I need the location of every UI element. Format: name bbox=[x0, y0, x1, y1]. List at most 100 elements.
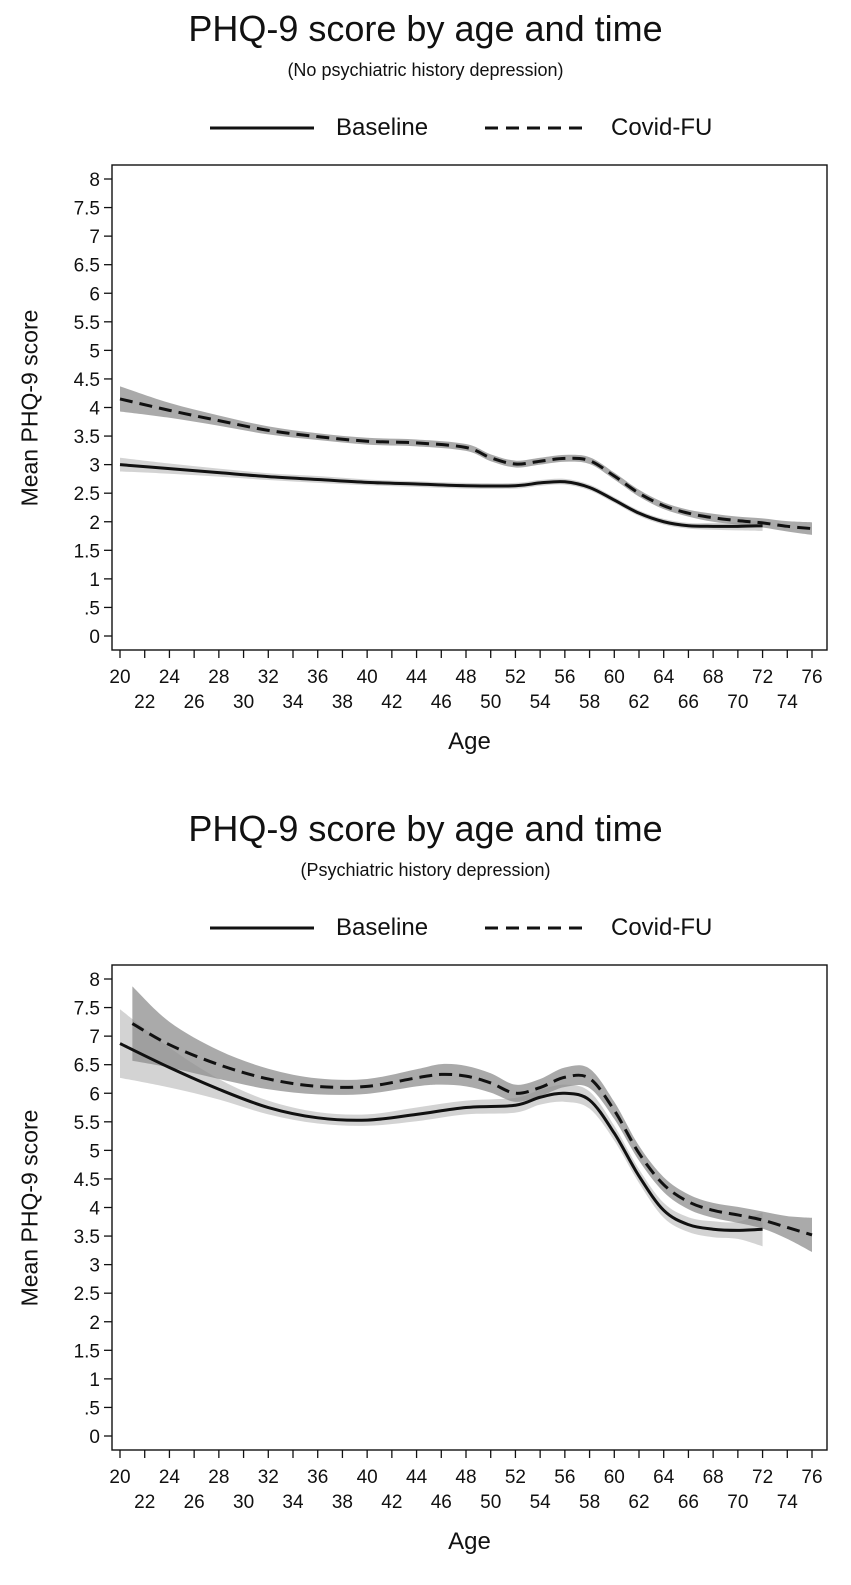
chart-subtitle: (No psychiatric history depression) bbox=[287, 60, 564, 80]
x-tick-label: 74 bbox=[777, 692, 799, 713]
x-tick-label: 38 bbox=[332, 692, 353, 713]
x-axis-label: Age bbox=[448, 1528, 491, 1555]
y-tick-label: 5 bbox=[89, 341, 100, 362]
x-tick-label: 68 bbox=[703, 667, 724, 688]
x-tick-label: 24 bbox=[159, 667, 181, 688]
y-tick-label: 6 bbox=[89, 284, 100, 305]
x-tick-label: 60 bbox=[604, 1467, 625, 1488]
y-tick-label: 7 bbox=[89, 227, 100, 248]
x-tick-label: 52 bbox=[505, 1467, 526, 1488]
plot-area: 0 .5 1 1.5 2 2.5 3 3.5 4 4.5 5 5.5 6 6.5 7 7.5 8 20 24 28 32… bbox=[74, 164, 828, 713]
y-tick-label: 1.5 bbox=[74, 541, 100, 562]
legend: Baseline Covid-FU bbox=[0, 908, 851, 948]
y-tick-label: 5 bbox=[89, 1141, 100, 1162]
series-line-covid-fu bbox=[119, 397, 813, 531]
x-tick-label: 66 bbox=[678, 1492, 699, 1513]
x-tick-label: 34 bbox=[282, 692, 304, 713]
x-tick-label: 54 bbox=[530, 1492, 552, 1513]
x-tick-label: 70 bbox=[727, 692, 748, 713]
y-tick-label: 6.5 bbox=[74, 1056, 100, 1077]
y-tick-label: 1 bbox=[89, 570, 100, 591]
ci-band-baseline bbox=[120, 1009, 763, 1247]
x-tick-label: 42 bbox=[381, 692, 402, 713]
chart-panel-no-history: PHQ-9 score by age and time (No psychiat… bbox=[0, 0, 851, 785]
plot-area: 0 .5 1 1.5 2 2.5 3 3.5 4 4.5 5 5.5 6 6.5 7 7.5 8 20 24 28 32… bbox=[74, 964, 828, 1513]
y-tick-label: 7.5 bbox=[74, 999, 100, 1020]
x-tick-label: 74 bbox=[777, 1492, 799, 1513]
x-tick-label: 22 bbox=[134, 1492, 155, 1513]
x-tick-label: 28 bbox=[208, 1467, 229, 1488]
legend-item-baseline: Baseline bbox=[210, 908, 428, 948]
legend-label-baseline: Baseline bbox=[336, 914, 429, 941]
y-tick-label: 2 bbox=[89, 513, 100, 534]
x-tick-label: 72 bbox=[752, 667, 773, 688]
y-tick-label: .5 bbox=[84, 1398, 100, 1419]
x-tick-label: 32 bbox=[258, 1467, 279, 1488]
x-tick-label: 56 bbox=[554, 667, 575, 688]
y-tick-label: 3.5 bbox=[74, 1227, 100, 1248]
y-tick-label: 7.5 bbox=[74, 199, 100, 220]
x-tick-label: 56 bbox=[554, 1467, 575, 1488]
x-tick-label: 20 bbox=[109, 667, 130, 688]
series-line-covid-fu bbox=[131, 1022, 813, 1237]
x-tick-label: 70 bbox=[727, 1492, 748, 1513]
x-tick-label: 52 bbox=[505, 667, 526, 688]
ci-band-covid-fu bbox=[132, 986, 813, 1253]
legend-item-covid-fu: Covid-FU bbox=[485, 908, 712, 948]
y-tick-label: 8 bbox=[89, 170, 100, 191]
x-tick-label: 58 bbox=[579, 1492, 600, 1513]
plot-frame bbox=[111, 164, 828, 651]
y-tick-label: 6.5 bbox=[74, 256, 100, 277]
x-tick-label: 66 bbox=[678, 692, 699, 713]
x-tick-label: 44 bbox=[406, 1467, 428, 1488]
y-tick-label: 2.5 bbox=[74, 484, 100, 505]
y-tick-label: 4 bbox=[89, 1199, 100, 1220]
legend-label-covid-fu: Covid-FU bbox=[611, 114, 713, 141]
x-tick-label: 40 bbox=[357, 667, 378, 688]
x-tick-label: 72 bbox=[752, 1467, 773, 1488]
chart-title: PHQ-9 score by age and time bbox=[188, 808, 663, 849]
series-line-baseline bbox=[119, 463, 763, 528]
y-tick-label: 6 bbox=[89, 1084, 100, 1105]
legend: Baseline Covid-FU bbox=[0, 108, 851, 148]
x-tick-label: 50 bbox=[480, 1492, 501, 1513]
x-tick-label: 60 bbox=[604, 667, 625, 688]
y-tick-label: 5.5 bbox=[74, 313, 100, 334]
y-tick-label: 2 bbox=[89, 1313, 100, 1334]
y-tick-label: 7 bbox=[89, 1027, 100, 1048]
x-tick-label: 34 bbox=[282, 1492, 304, 1513]
ci-band-covid-fu bbox=[120, 386, 812, 535]
x-tick-label: 48 bbox=[455, 1467, 476, 1488]
y-tick-label: 2.5 bbox=[74, 1284, 100, 1305]
x-tick-label: 28 bbox=[208, 667, 229, 688]
y-tick-label: 3 bbox=[89, 1256, 100, 1277]
x-tick-label: 20 bbox=[109, 1467, 130, 1488]
y-tick-label: 3 bbox=[89, 456, 100, 477]
x-tick-label: 76 bbox=[801, 1467, 822, 1488]
legend-label-covid-fu: Covid-FU bbox=[611, 914, 713, 941]
x-tick-label: 50 bbox=[480, 692, 501, 713]
x-tick-label: 32 bbox=[258, 667, 279, 688]
x-tick-label: 76 bbox=[801, 667, 822, 688]
legend-dashed-line-icon bbox=[485, 926, 589, 930]
y-tick-label: 1 bbox=[89, 1370, 100, 1391]
x-tick-label: 46 bbox=[431, 692, 452, 713]
legend-solid-line-icon bbox=[210, 926, 314, 930]
legend-item-baseline: Baseline bbox=[210, 108, 428, 148]
chart-title: PHQ-9 score by age and time bbox=[188, 8, 663, 49]
x-tick-label: 24 bbox=[159, 1467, 181, 1488]
chart-panel-history: PHQ-9 score by age and time (Psychiatric… bbox=[0, 800, 851, 1585]
x-tick-label: 30 bbox=[233, 692, 254, 713]
x-tick-label: 42 bbox=[381, 1492, 402, 1513]
x-tick-label: 68 bbox=[703, 1467, 724, 1488]
x-tick-label: 58 bbox=[579, 692, 600, 713]
x-tick-label: 36 bbox=[307, 667, 328, 688]
y-tick-label: 4.5 bbox=[74, 1170, 100, 1191]
legend-dashed-line-icon bbox=[485, 126, 589, 130]
x-tick-label: 30 bbox=[233, 1492, 254, 1513]
y-tick-label: 8 bbox=[89, 970, 100, 991]
y-tick-label: 1.5 bbox=[74, 1341, 100, 1362]
x-tick-label: 26 bbox=[184, 692, 205, 713]
x-tick-label: 46 bbox=[431, 1492, 452, 1513]
y-tick-label: 0 bbox=[89, 1427, 100, 1448]
